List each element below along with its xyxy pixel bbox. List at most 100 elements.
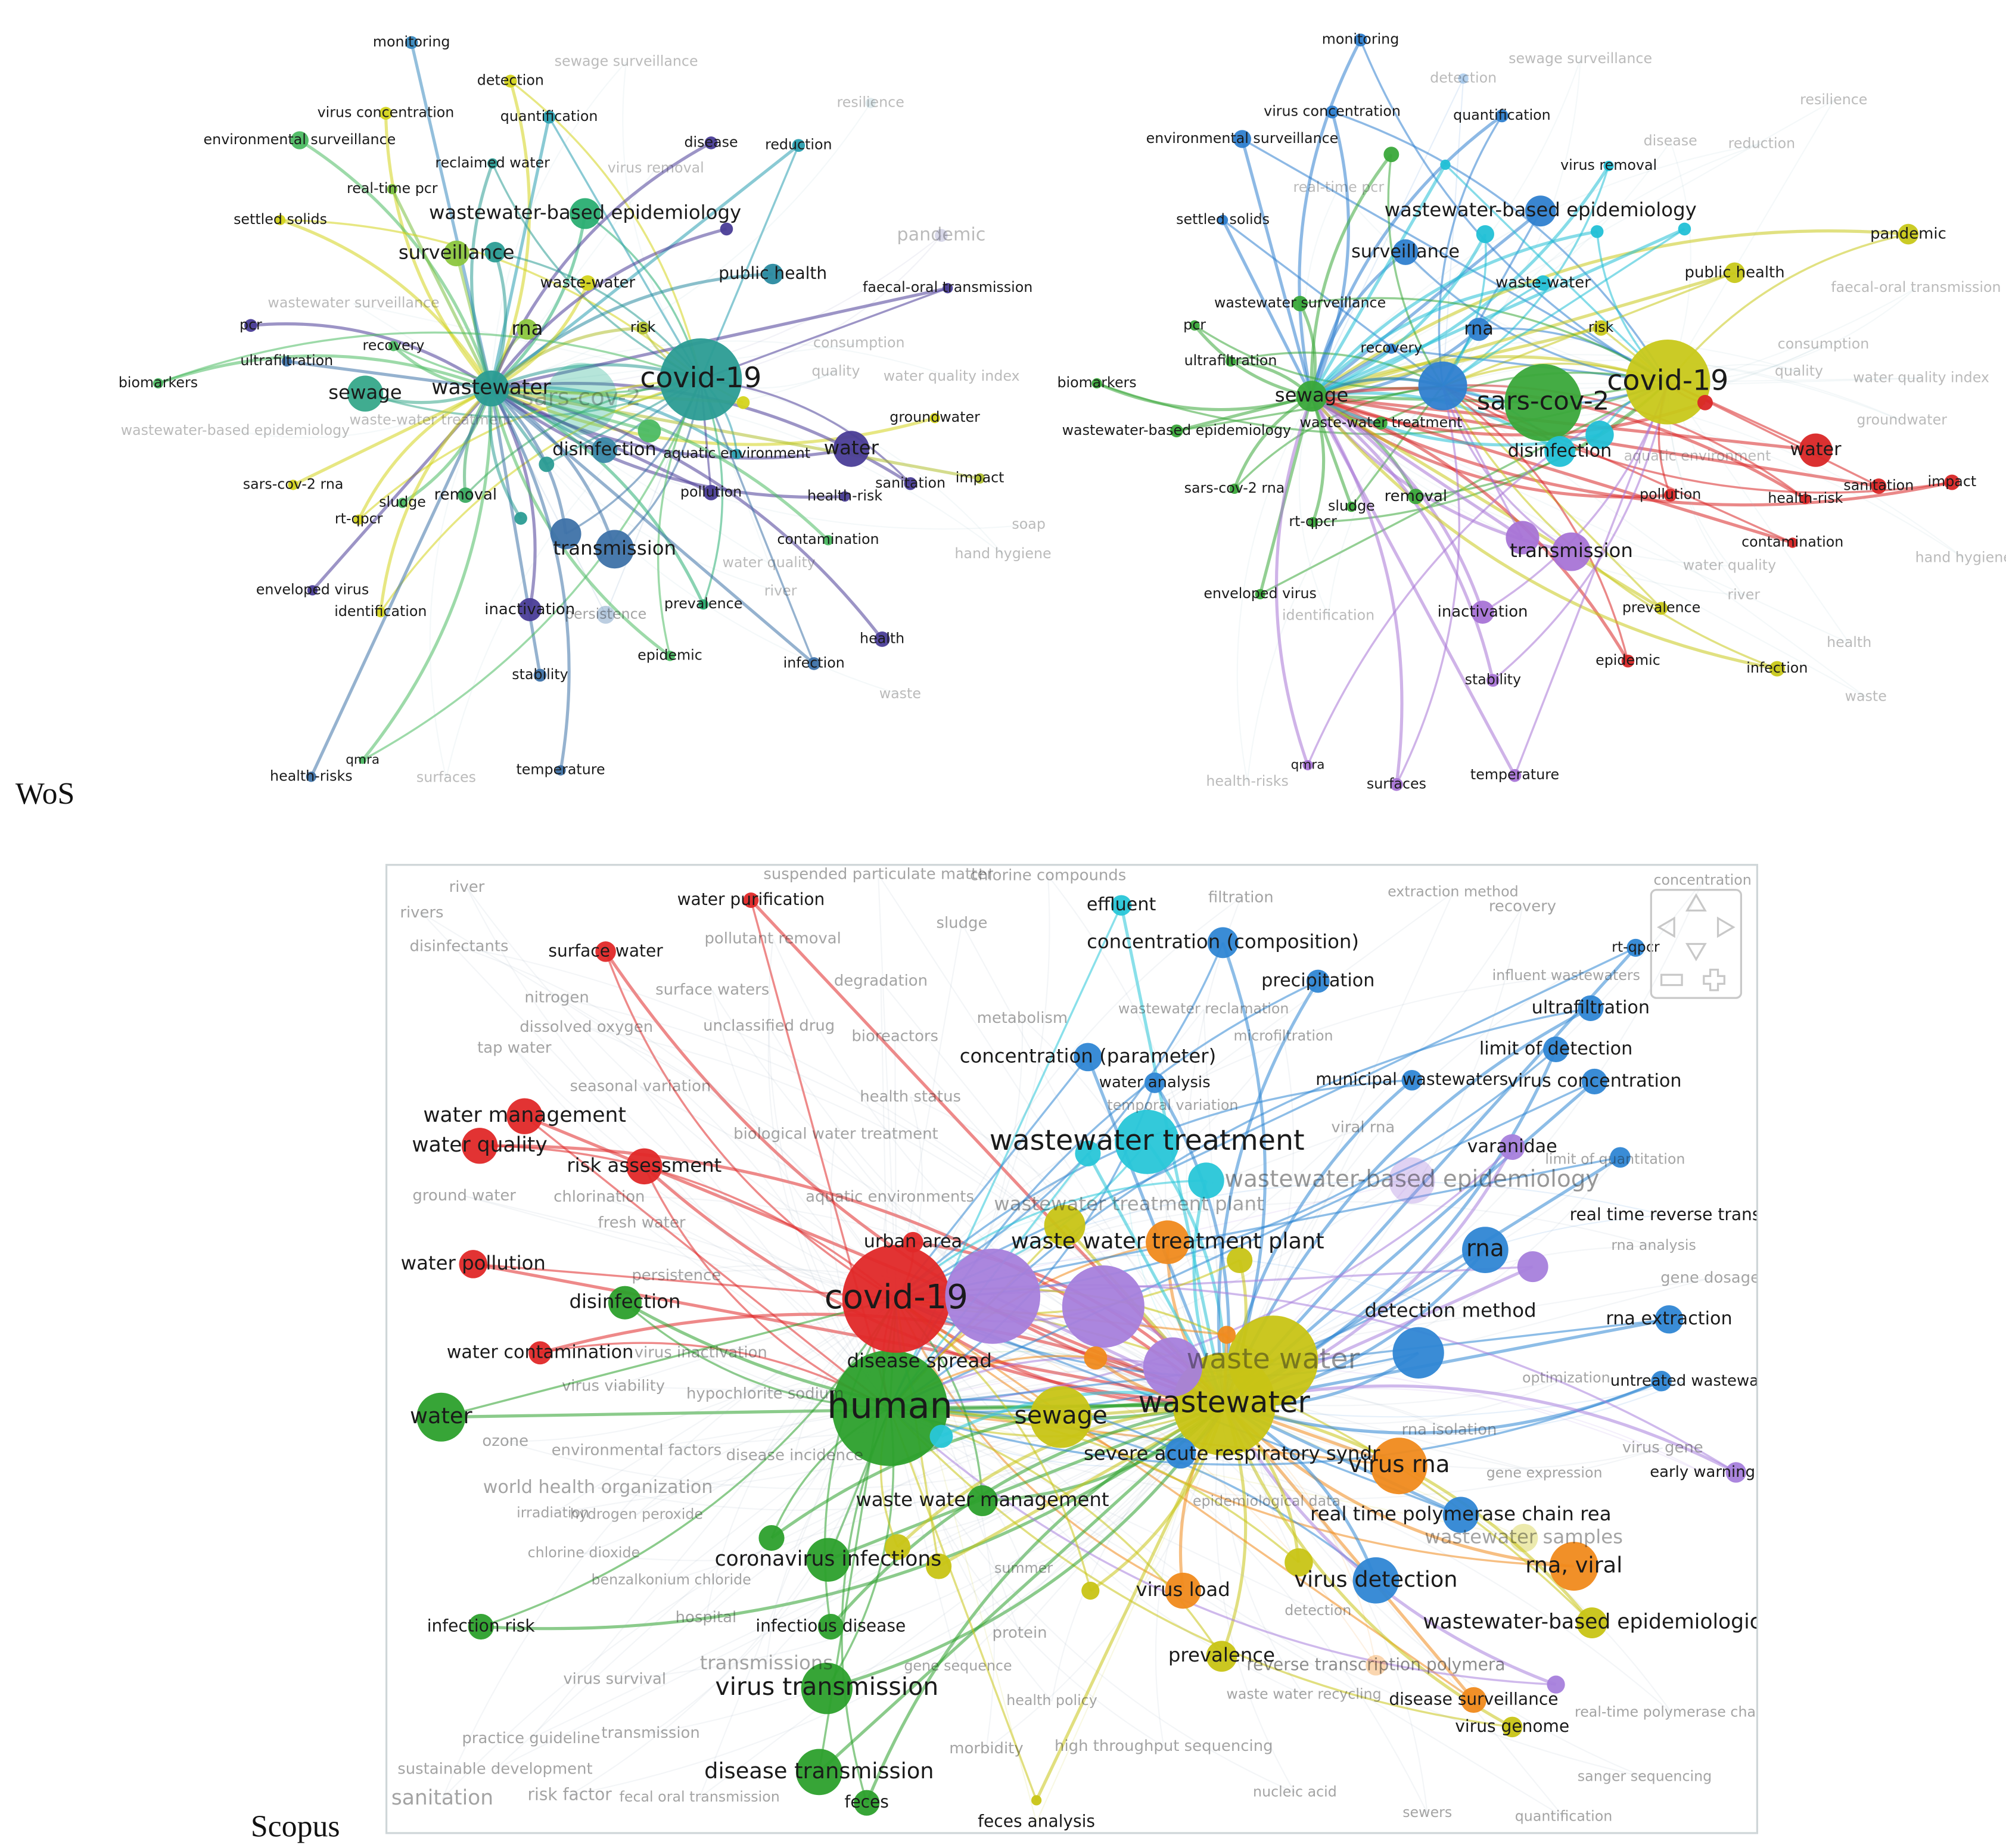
nav-right[interactable] (1716, 916, 1736, 938)
node-label: influent wastewaters (1492, 967, 1640, 984)
edge (494, 1407, 891, 1770)
node (473, 370, 509, 407)
edge (1215, 1404, 1296, 1793)
nav-zoom-out[interactable] (1660, 973, 1683, 987)
navigation-control[interactable] (1650, 889, 1743, 999)
node-label: sanitation (875, 474, 946, 491)
node (539, 456, 555, 472)
node-label: prevalence (664, 595, 742, 612)
node (903, 1231, 923, 1253)
node (1769, 661, 1785, 677)
node (387, 183, 397, 195)
node-label: wastewater treatment (990, 1124, 1305, 1157)
node-label: wastewater-based epidemiology (1062, 422, 1291, 438)
node (359, 756, 367, 764)
node-label: health-risks (270, 767, 353, 784)
node-label: covid-19 (1607, 364, 1728, 397)
edge (772, 938, 1225, 1405)
edge (1246, 385, 1444, 782)
label-layer: covid-19 human wastewater waste water sewage… (391, 865, 1757, 1831)
node-label: sewers (1402, 1804, 1452, 1821)
node-label: virus rna (1348, 1451, 1450, 1478)
node (458, 487, 474, 503)
node-label: chlorination (553, 1188, 645, 1206)
node-label: sanitation (391, 1786, 493, 1810)
edge (888, 1408, 1038, 1801)
edge (489, 117, 551, 389)
node (943, 283, 953, 294)
edge (1442, 385, 1867, 698)
nav-down[interactable] (1685, 942, 1707, 962)
node (636, 321, 649, 335)
node-label: transmissions (700, 1651, 833, 1674)
node-label: microfiltration (1233, 1027, 1333, 1044)
node-label: qmra (1291, 757, 1325, 772)
edge (514, 1047, 1224, 1405)
edge (1395, 385, 1461, 785)
node-label: suspended particulate matter (763, 865, 993, 883)
edge (1442, 385, 1629, 662)
node (1458, 73, 1469, 84)
node-label: reclaimed water (435, 154, 550, 171)
edge (1230, 351, 1444, 387)
node-label: virus transmission (715, 1672, 938, 1701)
node-label: stability (1465, 671, 1521, 687)
node-label: hospital (676, 1609, 737, 1626)
node-label: groundwater (1856, 412, 1947, 428)
node-label: sludge (379, 494, 426, 511)
edge (469, 163, 494, 389)
node (1386, 343, 1397, 354)
node (704, 136, 718, 150)
node (514, 512, 527, 525)
edge (1176, 394, 1313, 433)
node (1626, 938, 1645, 957)
node-label: waste water (1186, 1343, 1360, 1376)
node (1517, 1251, 1548, 1283)
node-label: wastewater reclamation (1118, 1000, 1289, 1017)
nav-left[interactable] (1657, 916, 1675, 938)
edge (1222, 219, 1444, 387)
edge (701, 378, 1004, 555)
node-label: river (764, 583, 797, 599)
node (443, 240, 469, 267)
edge (1303, 187, 1339, 397)
node (817, 1613, 844, 1640)
node-label: disease spread (847, 1349, 991, 1372)
node (1725, 1462, 1747, 1483)
node-label: reduction (765, 136, 832, 153)
node-label: persistence (565, 605, 646, 622)
node-label: concentration (parameter) (960, 1044, 1216, 1067)
edge (1224, 881, 1703, 1405)
node-label: nucleic acid (1253, 1783, 1337, 1800)
node-label: hydrogen peroxide (570, 1505, 703, 1522)
edge (895, 975, 1566, 1299)
panel-caption: Scopus (251, 1809, 340, 1843)
node-label: practice guideline (462, 1729, 600, 1747)
node-label: river (449, 878, 485, 896)
node (1610, 1147, 1631, 1168)
node (823, 535, 833, 546)
nav-up[interactable] (1685, 893, 1707, 911)
edge (490, 227, 727, 390)
nav-zoom-in[interactable] (1703, 969, 1725, 991)
node (796, 1749, 842, 1796)
node-label: disinfectants (409, 937, 508, 955)
node-label: risk assessment (567, 1154, 721, 1177)
node-label: ultrafiltration (1532, 997, 1650, 1018)
node-label: identification (1282, 607, 1374, 624)
node (506, 1098, 543, 1134)
edge (480, 1298, 897, 1628)
node-layer (153, 36, 985, 782)
node (637, 419, 661, 443)
node-label: world health organization (483, 1477, 713, 1498)
node (468, 1613, 494, 1640)
node (1091, 378, 1102, 389)
node-label: resilience (1800, 91, 1867, 108)
edge (890, 1380, 1662, 1466)
node-label: temperature (516, 761, 605, 778)
node (528, 1341, 552, 1365)
node-label: sludge (1328, 497, 1375, 514)
node-label: metabolism (977, 1009, 1068, 1027)
node-label: pollution (680, 483, 742, 500)
